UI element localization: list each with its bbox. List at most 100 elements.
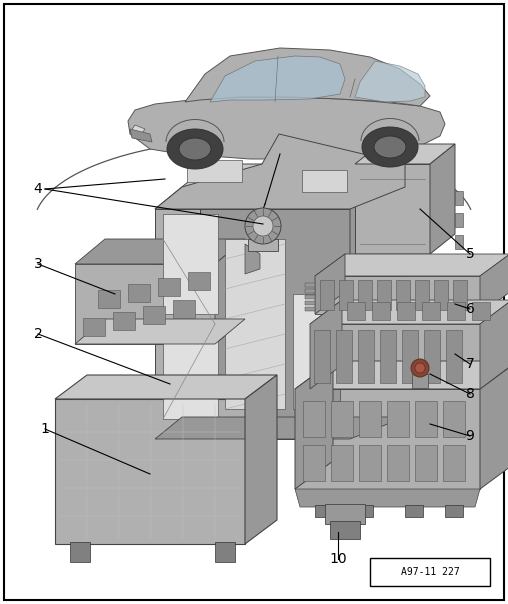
Bar bbox=[305, 295, 315, 299]
Bar bbox=[163, 214, 218, 314]
Bar bbox=[70, 542, 90, 562]
Circle shape bbox=[245, 208, 281, 244]
Polygon shape bbox=[155, 209, 200, 439]
Bar bbox=[415, 445, 437, 481]
Polygon shape bbox=[295, 389, 480, 489]
Polygon shape bbox=[295, 361, 508, 389]
Polygon shape bbox=[245, 244, 260, 274]
Text: 8: 8 bbox=[465, 387, 474, 401]
Polygon shape bbox=[55, 375, 277, 399]
Bar bbox=[434, 280, 448, 310]
Bar bbox=[415, 401, 437, 437]
Bar bbox=[358, 330, 374, 383]
Bar bbox=[455, 235, 463, 249]
Circle shape bbox=[411, 359, 429, 377]
Bar bbox=[372, 302, 390, 320]
Bar bbox=[412, 374, 428, 388]
Ellipse shape bbox=[179, 138, 211, 160]
Bar bbox=[305, 307, 315, 311]
Polygon shape bbox=[185, 48, 430, 106]
Bar bbox=[305, 283, 315, 287]
Bar bbox=[325, 504, 365, 524]
Polygon shape bbox=[55, 399, 245, 544]
Ellipse shape bbox=[362, 127, 418, 167]
Polygon shape bbox=[245, 375, 277, 544]
Bar bbox=[330, 521, 360, 539]
Polygon shape bbox=[295, 361, 333, 489]
Bar bbox=[359, 445, 381, 481]
Polygon shape bbox=[355, 144, 455, 164]
Bar bbox=[377, 280, 391, 310]
Bar bbox=[387, 401, 409, 437]
Polygon shape bbox=[480, 361, 508, 489]
Text: 6: 6 bbox=[465, 302, 474, 316]
Bar bbox=[173, 300, 195, 318]
Bar bbox=[358, 280, 372, 310]
Bar bbox=[215, 542, 235, 562]
Polygon shape bbox=[430, 144, 455, 254]
Circle shape bbox=[415, 363, 425, 373]
Bar bbox=[158, 278, 180, 296]
Bar bbox=[320, 280, 334, 310]
Bar bbox=[443, 401, 465, 437]
Bar bbox=[396, 280, 410, 310]
Polygon shape bbox=[480, 254, 508, 314]
Text: 5: 5 bbox=[466, 247, 474, 261]
Bar bbox=[370, 558, 490, 586]
Bar bbox=[397, 302, 415, 320]
Bar bbox=[187, 160, 242, 182]
Bar bbox=[331, 445, 353, 481]
Bar bbox=[128, 284, 150, 302]
Bar bbox=[302, 170, 347, 192]
Bar bbox=[447, 302, 465, 320]
Text: 2: 2 bbox=[34, 327, 42, 341]
Bar bbox=[303, 401, 325, 437]
Polygon shape bbox=[155, 164, 405, 209]
Polygon shape bbox=[315, 276, 480, 314]
Bar bbox=[347, 302, 365, 320]
Text: 3: 3 bbox=[34, 257, 42, 271]
Bar bbox=[331, 401, 353, 437]
Bar bbox=[424, 330, 440, 383]
Bar bbox=[446, 330, 462, 383]
Polygon shape bbox=[310, 324, 480, 389]
Bar bbox=[472, 302, 490, 320]
Polygon shape bbox=[130, 129, 152, 142]
Bar bbox=[83, 318, 105, 336]
Bar bbox=[113, 312, 135, 330]
Bar bbox=[455, 191, 463, 205]
Polygon shape bbox=[355, 164, 430, 254]
Text: 10: 10 bbox=[329, 552, 347, 566]
Bar bbox=[188, 272, 210, 290]
Bar bbox=[163, 319, 218, 419]
Bar bbox=[315, 505, 333, 517]
Polygon shape bbox=[310, 300, 342, 389]
Bar bbox=[355, 505, 373, 517]
Polygon shape bbox=[215, 239, 245, 344]
Bar bbox=[359, 401, 381, 437]
Bar bbox=[336, 330, 352, 383]
Bar bbox=[98, 290, 120, 308]
Polygon shape bbox=[315, 254, 345, 314]
Polygon shape bbox=[75, 239, 245, 264]
Text: 1: 1 bbox=[41, 422, 49, 436]
Polygon shape bbox=[155, 134, 405, 209]
Bar bbox=[248, 239, 278, 251]
Bar bbox=[415, 280, 429, 310]
Circle shape bbox=[253, 216, 273, 236]
Bar bbox=[445, 505, 463, 517]
Ellipse shape bbox=[167, 129, 223, 169]
Bar bbox=[443, 445, 465, 481]
Text: 4: 4 bbox=[34, 182, 42, 196]
Bar bbox=[387, 445, 409, 481]
Polygon shape bbox=[75, 264, 215, 344]
Polygon shape bbox=[210, 56, 345, 102]
Bar bbox=[453, 280, 467, 310]
Text: 7: 7 bbox=[466, 357, 474, 371]
Polygon shape bbox=[315, 254, 508, 276]
Polygon shape bbox=[310, 389, 340, 401]
Polygon shape bbox=[310, 300, 508, 324]
Bar bbox=[422, 302, 440, 320]
Polygon shape bbox=[130, 125, 145, 136]
Bar bbox=[305, 301, 315, 305]
